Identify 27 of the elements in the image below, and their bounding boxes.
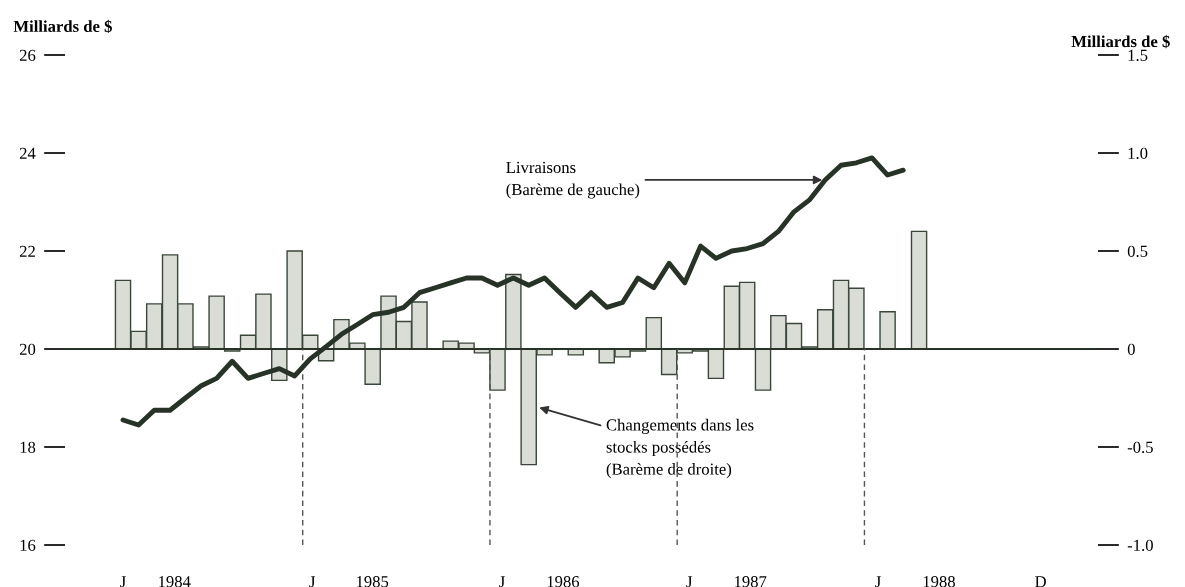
y-axis-title: Milliards de $ — [13, 19, 112, 34]
y2-tick-label: 1.5 — [1128, 49, 1148, 62]
y-tick-label: 18 — [20, 441, 36, 453]
x-tick-label: D — [1035, 576, 1046, 587]
annotation: Changements dans les stocks possédés (Barème de droite) — [606, 418, 754, 479]
y2-tick-label: 1.0 — [1128, 147, 1148, 160]
x-tick-label: J — [309, 576, 316, 587]
y-tick-label: 22 — [19, 245, 35, 257]
x-tick-label: 1986 — [547, 576, 580, 587]
x-tick-label: 1984 — [159, 576, 191, 587]
annotation: Livraisons (Barème de gauche) — [506, 161, 640, 199]
y2-tick-label: -0.5 — [1127, 441, 1153, 454]
x-tick-label: 1985 — [356, 576, 389, 587]
y2-axis-title: Milliards de $ — [1071, 34, 1170, 49]
x-tick-label: J — [499, 576, 505, 587]
x-tick-label: J — [875, 576, 881, 587]
y2-tick-label: 0.5 — [1127, 245, 1148, 258]
y-tick-label: 16 — [20, 539, 36, 551]
y2-tick-label: 0 — [1127, 343, 1135, 355]
x-tick-label: J — [686, 576, 693, 587]
y-tick-label: 26 — [19, 49, 36, 61]
y-tick-label: 24 — [19, 147, 36, 159]
x-tick-label: J — [120, 576, 126, 587]
x-tick-label: 1987 — [734, 576, 767, 587]
y-tick-label: 20 — [19, 343, 36, 355]
x-tick-label: 1988 — [923, 576, 955, 587]
y2-tick-label: -1.0 — [1127, 539, 1153, 552]
